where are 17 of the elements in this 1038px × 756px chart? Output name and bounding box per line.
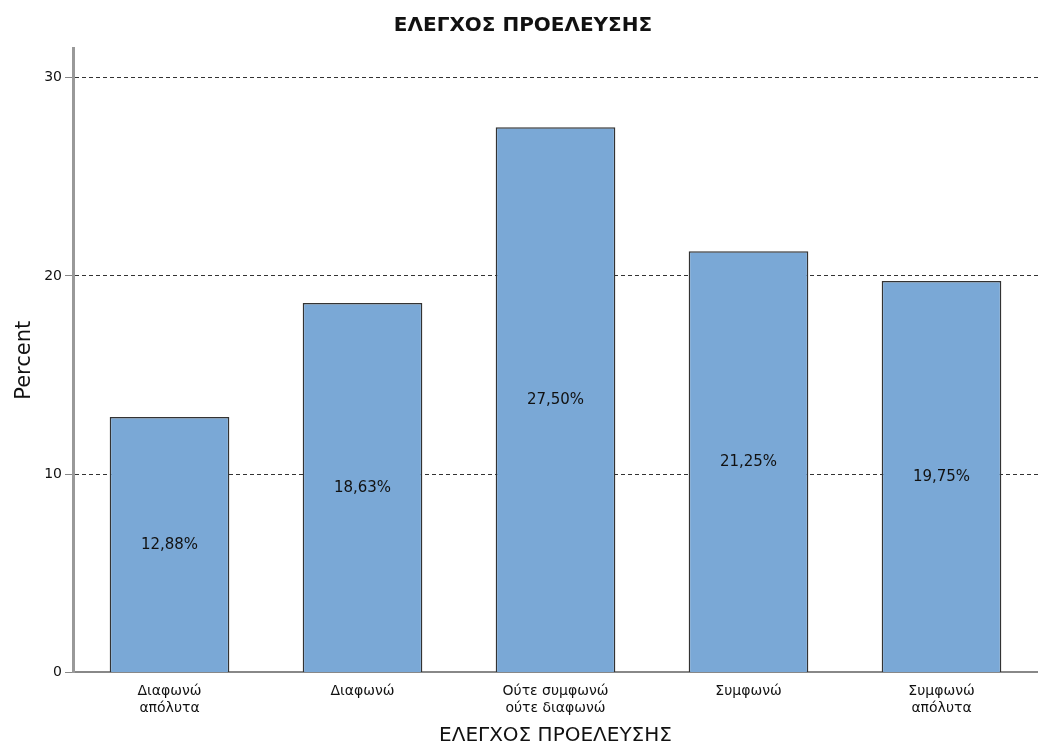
y-tick-label: 20 [44, 266, 63, 283]
data-label: 12,88% [140, 534, 199, 553]
data-label: 27,50% [526, 389, 585, 408]
x-tick-label: Συμφωνώ απόλυτα [908, 682, 975, 716]
data-label: 19,75% [912, 466, 971, 485]
data-label: 21,25% [719, 451, 778, 470]
y-tick-label: 0 [53, 663, 63, 680]
x-tick-label: Διαφωνώ [330, 682, 395, 699]
x-tick-label: Ούτε συμφωνώ ούτε διαφωνώ [502, 682, 609, 716]
data-label: 18,63% [333, 477, 392, 496]
x-tick-label: Διαφωνώ απόλυτα [137, 682, 202, 716]
x-axis-title: ΕΛΕΓΧΟΣ ΠΡΟΕΛΕΥΣΗΣ [439, 722, 672, 747]
chart-title: ΕΛΕΓΧΟΣ ΠΡΟΕΛΕΥΣΗΣ [393, 12, 653, 37]
x-tick-label: Συμφωνώ [715, 682, 782, 699]
y-tick-label: 10 [44, 464, 63, 481]
y-tick-label: 30 [44, 68, 63, 85]
y-axis-title: Percent [11, 320, 36, 400]
